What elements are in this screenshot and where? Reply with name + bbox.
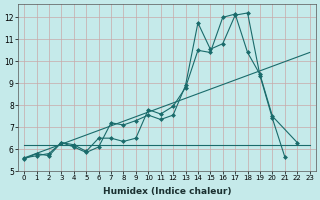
X-axis label: Humidex (Indice chaleur): Humidex (Indice chaleur)	[103, 187, 231, 196]
